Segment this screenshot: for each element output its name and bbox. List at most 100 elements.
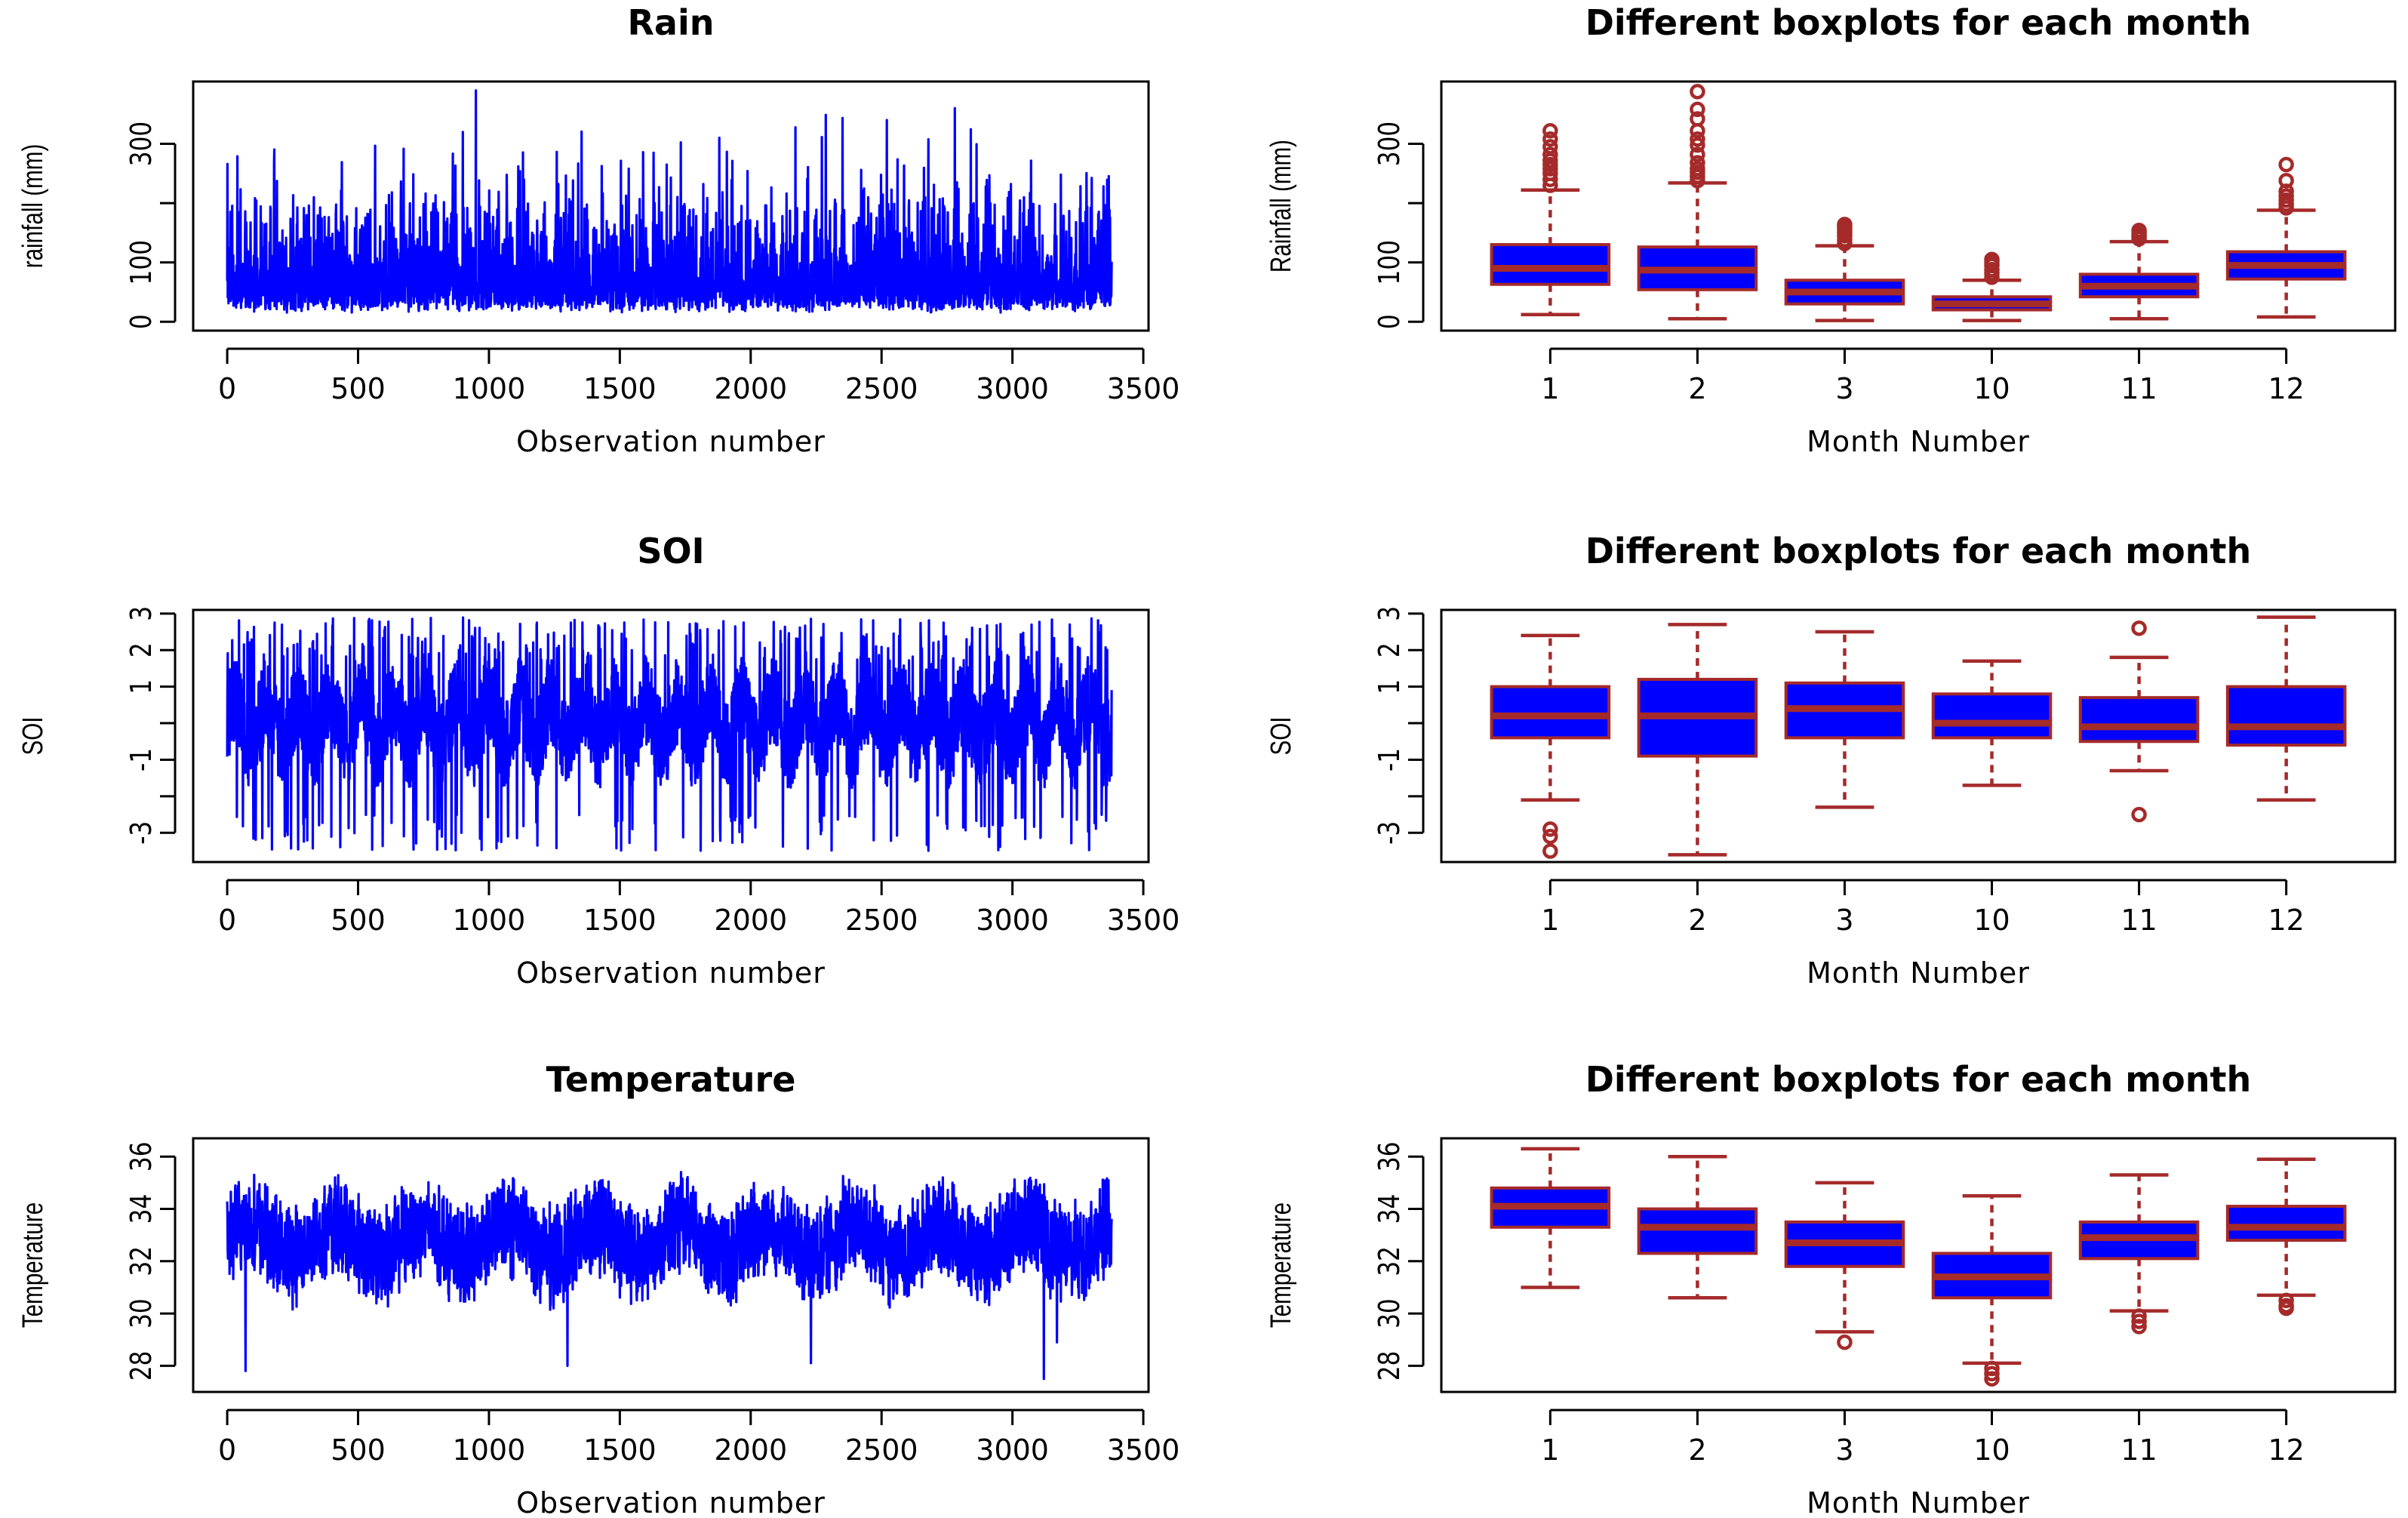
y-axis: 0 100 300: [1373, 122, 1425, 329]
x-tick-label: 3: [1835, 904, 1853, 937]
outlier-point: [1690, 161, 1705, 177]
x-tick-label: 1: [1541, 1433, 1559, 1467]
y-tick-label: 1: [125, 679, 158, 694]
plot-frame: [1440, 80, 2397, 332]
plot-frame: [192, 608, 1150, 864]
chart-title: Different boxplots for each month: [1585, 531, 2252, 571]
box-month-12: [2225, 156, 2347, 319]
y-tick-label: 100: [1373, 240, 1407, 285]
y-tick-label: 3: [1373, 606, 1407, 621]
outlier-point: [1690, 131, 1705, 147]
box-month-2: [1637, 1154, 1758, 1300]
x-axis-label: Month Number: [1807, 1486, 2030, 1518]
outlier-point: [2131, 1313, 2147, 1329]
y-tick-label: 1: [1373, 679, 1407, 694]
outlier-point: [1690, 146, 1705, 162]
x-tick-label: 2000: [714, 372, 787, 405]
x-tick-label: 3: [1835, 1433, 1853, 1467]
y-tick-label: -3: [1373, 821, 1407, 845]
x-tick-label: 1500: [583, 904, 657, 937]
x-tick-label: 2000: [714, 1433, 787, 1467]
box-iqr: [2225, 685, 2347, 747]
y-tick-label: 300: [125, 122, 158, 166]
y-tick-label: 34: [1373, 1194, 1407, 1224]
x-tick-label: 11: [2120, 1433, 2157, 1467]
x-tick-label: 3000: [976, 372, 1049, 405]
box-month-2: [1637, 84, 1758, 321]
temp-series-panel: 0 500 1000 1500 2000 2500 3000 3500 28 30 32 34 36 Te…: [17, 1059, 1180, 1518]
y-tick-label: 32: [125, 1246, 158, 1276]
x-tick-label: 1: [1541, 904, 1559, 937]
box-iqr: [1637, 1207, 1758, 1255]
outlier-point: [1542, 828, 1558, 845]
outlier-point: [1690, 137, 1705, 153]
x-tick-label: 3000: [976, 1433, 1049, 1467]
y-tick-label: -3: [125, 821, 158, 845]
y-axis: 28 30 32 34 36: [1373, 1141, 1425, 1381]
outlier-point: [1690, 155, 1705, 171]
box-iqr: [1490, 685, 1611, 740]
x-tick-label: 12: [2268, 1433, 2304, 1467]
x-tick-label: 1: [1541, 372, 1559, 405]
y-axis: 28 30 32 34 36: [125, 1141, 177, 1381]
y-tick-label: -1: [125, 748, 158, 771]
x-tick-label: 12: [2268, 372, 2304, 405]
x-axis-label: Observation number: [516, 956, 826, 990]
chart-title: Different boxplots for each month: [1585, 2, 2252, 43]
x-tick-label: 3000: [976, 904, 1049, 937]
x-tick-label: 2: [1688, 372, 1706, 405]
y-tick-label: 34: [125, 1194, 158, 1224]
y-axis-label: rainfall (mm): [17, 144, 49, 269]
outlier-point: [2131, 1319, 2147, 1335]
series-line: [226, 616, 1113, 852]
outlier-point: [1837, 217, 1853, 232]
x-axis: 1 2 3 10 11 12: [1541, 347, 2305, 405]
y-tick-label: 100: [125, 240, 158, 285]
outlier-point: [1542, 139, 1558, 155]
x-axis: 0 500 1000 1500 2000 2500 3000 3500: [218, 879, 1179, 937]
x-tick-label: 2: [1688, 1433, 1706, 1467]
x-axis-label: Observation number: [516, 1486, 826, 1518]
x-tick-label: 1000: [453, 1433, 526, 1467]
x-tick-label: 2500: [845, 904, 918, 937]
x-tick-label: 1000: [453, 372, 526, 405]
box-month-1: [1490, 1147, 1611, 1289]
outlier-point: [1690, 111, 1705, 127]
y-tick-label: 30: [125, 1298, 158, 1329]
box-month-3: [1784, 1181, 1905, 1350]
x-axis: 0 500 1000 1500 2000 2500 3000 3500: [218, 1409, 1180, 1467]
x-axis-label: Month Number: [1807, 956, 2030, 990]
box-month-10: [1931, 251, 2053, 322]
plot-frame: [1440, 608, 2397, 864]
box-month-2: [1637, 623, 1758, 857]
box-month-3: [1784, 630, 1905, 809]
y-tick-label: 2: [1373, 642, 1407, 657]
outlier-point: [1837, 1334, 1853, 1350]
box-iqr: [1931, 692, 2053, 740]
box-month-3: [1784, 217, 1905, 322]
x-tick-label: 500: [331, 904, 386, 937]
box-month-12: [2225, 615, 2347, 802]
x-tick-label: 10: [1973, 372, 2010, 405]
x-axis-label: Observation number: [516, 425, 826, 458]
y-tick-label: 0: [125, 314, 158, 329]
outlier-point: [1690, 101, 1705, 118]
x-tick-label: 11: [2120, 904, 2157, 937]
outlier-point: [1542, 146, 1558, 162]
x-axis: 1 2 3 10 11 12: [1541, 1409, 2305, 1467]
x-tick-label: 3500: [1107, 1433, 1180, 1467]
outlier-point: [2278, 172, 2294, 189]
box-month-1: [1490, 633, 1611, 859]
outlier-point: [1690, 84, 1705, 100]
y-axis: -3 -1 1 2 3: [125, 606, 177, 845]
x-tick-label: 12: [2268, 904, 2304, 937]
box-month-11: [2078, 222, 2200, 321]
y-axis-label: Temperature: [17, 1202, 49, 1328]
outlier-point: [1984, 1366, 2000, 1382]
chart-title: Temperature: [546, 1059, 796, 1100]
plot-frame: [192, 80, 1150, 332]
series-line: [226, 1171, 1113, 1381]
